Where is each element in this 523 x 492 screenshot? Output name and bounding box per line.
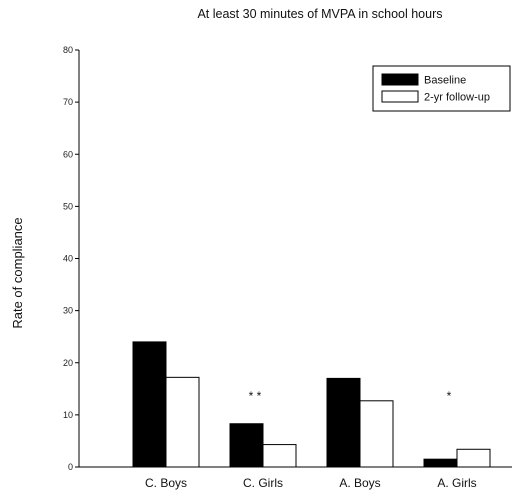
bar-baseline — [132, 341, 167, 468]
category-label: A. Girls — [437, 476, 476, 490]
legend-box — [372, 65, 511, 112]
bar-followup — [359, 400, 394, 468]
category-label: A. Boys — [339, 476, 380, 490]
y-tick-label: 10 — [63, 410, 73, 420]
significance-marker: * * — [249, 389, 262, 403]
significance-annotations: * * * — [249, 389, 452, 403]
category-label: C. Boys — [145, 476, 187, 490]
y-tick-label: 20 — [63, 358, 73, 368]
bars — [132, 341, 491, 468]
legend-label: 2-yr follow-up — [424, 92, 490, 104]
legend-swatch — [381, 73, 419, 86]
bar-baseline — [229, 423, 264, 468]
bar-baseline — [423, 458, 458, 468]
y-tick-label: 30 — [63, 306, 73, 316]
y-tick-label: 40 — [63, 254, 73, 264]
category-labels: C. Boys C. Girls A. Boys A. Girls — [145, 476, 477, 490]
category-label: C. Girls — [243, 476, 283, 490]
bar-followup — [165, 376, 200, 468]
y-tick-label: 70 — [63, 97, 73, 107]
y-axis-label: Rate of compliance — [10, 217, 25, 328]
y-tick-label: 0 — [68, 462, 73, 472]
significance-marker: * — [447, 389, 452, 403]
legend-swatch — [381, 90, 419, 103]
bar-baseline — [326, 377, 361, 468]
y-tick-label: 80 — [63, 45, 73, 55]
y-tick-label: 60 — [63, 149, 73, 159]
bar-followup — [262, 444, 297, 468]
legend: Baseline 2-yr follow-up — [372, 65, 511, 112]
chart-title: At least 30 minutes of MVPA in school ho… — [197, 7, 442, 21]
bar-followup — [456, 448, 491, 468]
legend-label: Baseline — [424, 75, 466, 87]
y-tick-label: 50 — [63, 201, 73, 211]
